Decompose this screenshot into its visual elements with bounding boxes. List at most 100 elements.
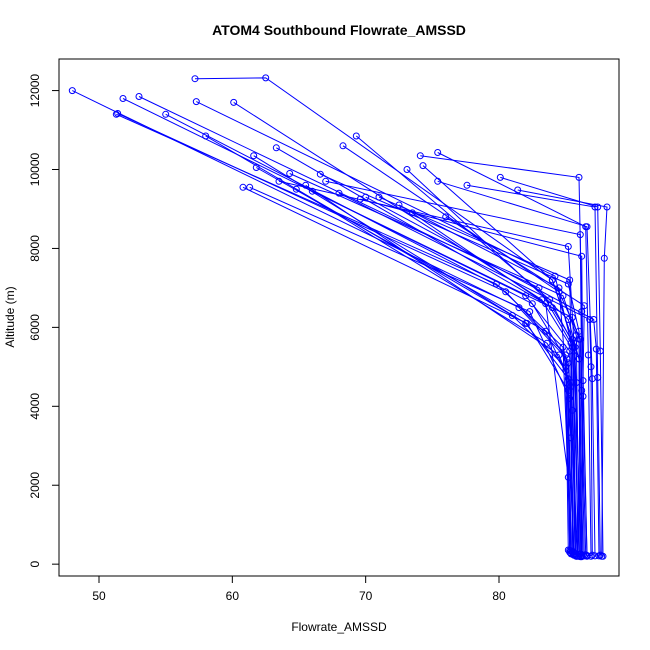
- data-point: [275, 177, 283, 185]
- data-point: [580, 552, 588, 560]
- data-point: [286, 170, 294, 177]
- data-point: [588, 551, 596, 559]
- data-point: [575, 355, 583, 363]
- data-point: [302, 181, 310, 189]
- data-point: [442, 213, 450, 221]
- data-point: [526, 308, 534, 316]
- data-point: [562, 363, 570, 371]
- data-point: [375, 193, 383, 201]
- y-axis-label: Altitude (m): [3, 286, 17, 347]
- data-point: [546, 296, 554, 304]
- series-line-25: [517, 189, 608, 557]
- data-point: [515, 304, 523, 312]
- x-tick-label: 60: [226, 589, 240, 603]
- data-point: [564, 473, 572, 481]
- data-point: [555, 351, 563, 359]
- data-point: [192, 98, 200, 106]
- series-line-3: [138, 96, 576, 556]
- series-line-4: [194, 77, 577, 557]
- data-point: [114, 110, 122, 117]
- data-point: [543, 339, 551, 347]
- data-point: [434, 177, 442, 185]
- data-point: [112, 110, 120, 118]
- data-point: [362, 193, 370, 201]
- series-line-39: [365, 196, 600, 556]
- data-point: [587, 363, 595, 371]
- data-point: [523, 319, 531, 327]
- data-point: [566, 394, 574, 402]
- y-tick-label: 6000: [28, 314, 42, 341]
- x-tick-label: 50: [92, 589, 106, 603]
- data-point: [564, 316, 572, 323]
- data-point: [583, 552, 591, 559]
- data-point: [316, 170, 324, 178]
- y-tick-label: 4000: [28, 393, 42, 420]
- data-point: [591, 203, 599, 211]
- data-point: [559, 292, 567, 300]
- plot-frame: [58, 58, 620, 577]
- data-point: [352, 132, 360, 140]
- data-point: [250, 152, 258, 160]
- series-line-26: [242, 186, 572, 551]
- data-point: [555, 284, 563, 292]
- data-point: [564, 546, 572, 554]
- data-point: [575, 335, 583, 343]
- series-line-5: [116, 113, 572, 554]
- series-line-24: [500, 176, 604, 557]
- data-point: [564, 280, 572, 288]
- data-point: [567, 379, 575, 387]
- data-point: [570, 339, 578, 347]
- data-point: [252, 164, 260, 171]
- data-point: [562, 351, 570, 359]
- data-point: [568, 335, 576, 343]
- data-point: [579, 392, 587, 400]
- data-point: [191, 75, 199, 83]
- data-point: [567, 383, 575, 391]
- data-point: [582, 551, 590, 559]
- data-point: [592, 345, 600, 353]
- data-point: [230, 98, 238, 106]
- data-point: [162, 110, 170, 118]
- data-point: [568, 314, 576, 321]
- data-point: [562, 367, 570, 375]
- data-point: [538, 296, 546, 304]
- data-point: [308, 187, 316, 195]
- data-point: [595, 552, 603, 560]
- data-point: [571, 343, 579, 351]
- data-point: [568, 548, 576, 556]
- data-point: [522, 292, 530, 300]
- data-point: [572, 379, 580, 387]
- series-line-12: [256, 167, 573, 553]
- data-point: [567, 434, 575, 442]
- series-line-8: [196, 101, 580, 557]
- data-point: [567, 339, 575, 347]
- series-line-29: [325, 180, 587, 555]
- data-point: [335, 189, 343, 197]
- data-point: [548, 276, 556, 284]
- data-point: [568, 343, 576, 351]
- series-line-34: [445, 216, 585, 557]
- data-point: [239, 183, 247, 191]
- y-tick-label: 10000: [28, 152, 42, 186]
- y-axis: 0 2000 4000 6000 8000 10000 12000: [28, 74, 60, 568]
- series-line-32: [398, 204, 575, 556]
- x-tick-label: 80: [492, 589, 506, 603]
- series-line-1: [72, 90, 571, 553]
- data-point: [416, 152, 424, 160]
- data-point: [419, 162, 427, 170]
- data-point: [135, 93, 143, 100]
- data-point: [403, 166, 411, 173]
- data-point: [603, 203, 611, 211]
- data-point: [408, 209, 416, 217]
- data-point: [600, 254, 608, 262]
- data-point: [202, 132, 210, 140]
- series-line-36: [305, 184, 573, 553]
- series-line-23: [466, 184, 601, 556]
- y-tick-label: 12000: [28, 74, 42, 108]
- data-point: [576, 231, 584, 239]
- data-point: [563, 355, 571, 363]
- x-axis: 50 60 70 80: [92, 575, 506, 603]
- data-point: [502, 288, 510, 296]
- data-point: [578, 252, 586, 260]
- data-point: [508, 312, 516, 319]
